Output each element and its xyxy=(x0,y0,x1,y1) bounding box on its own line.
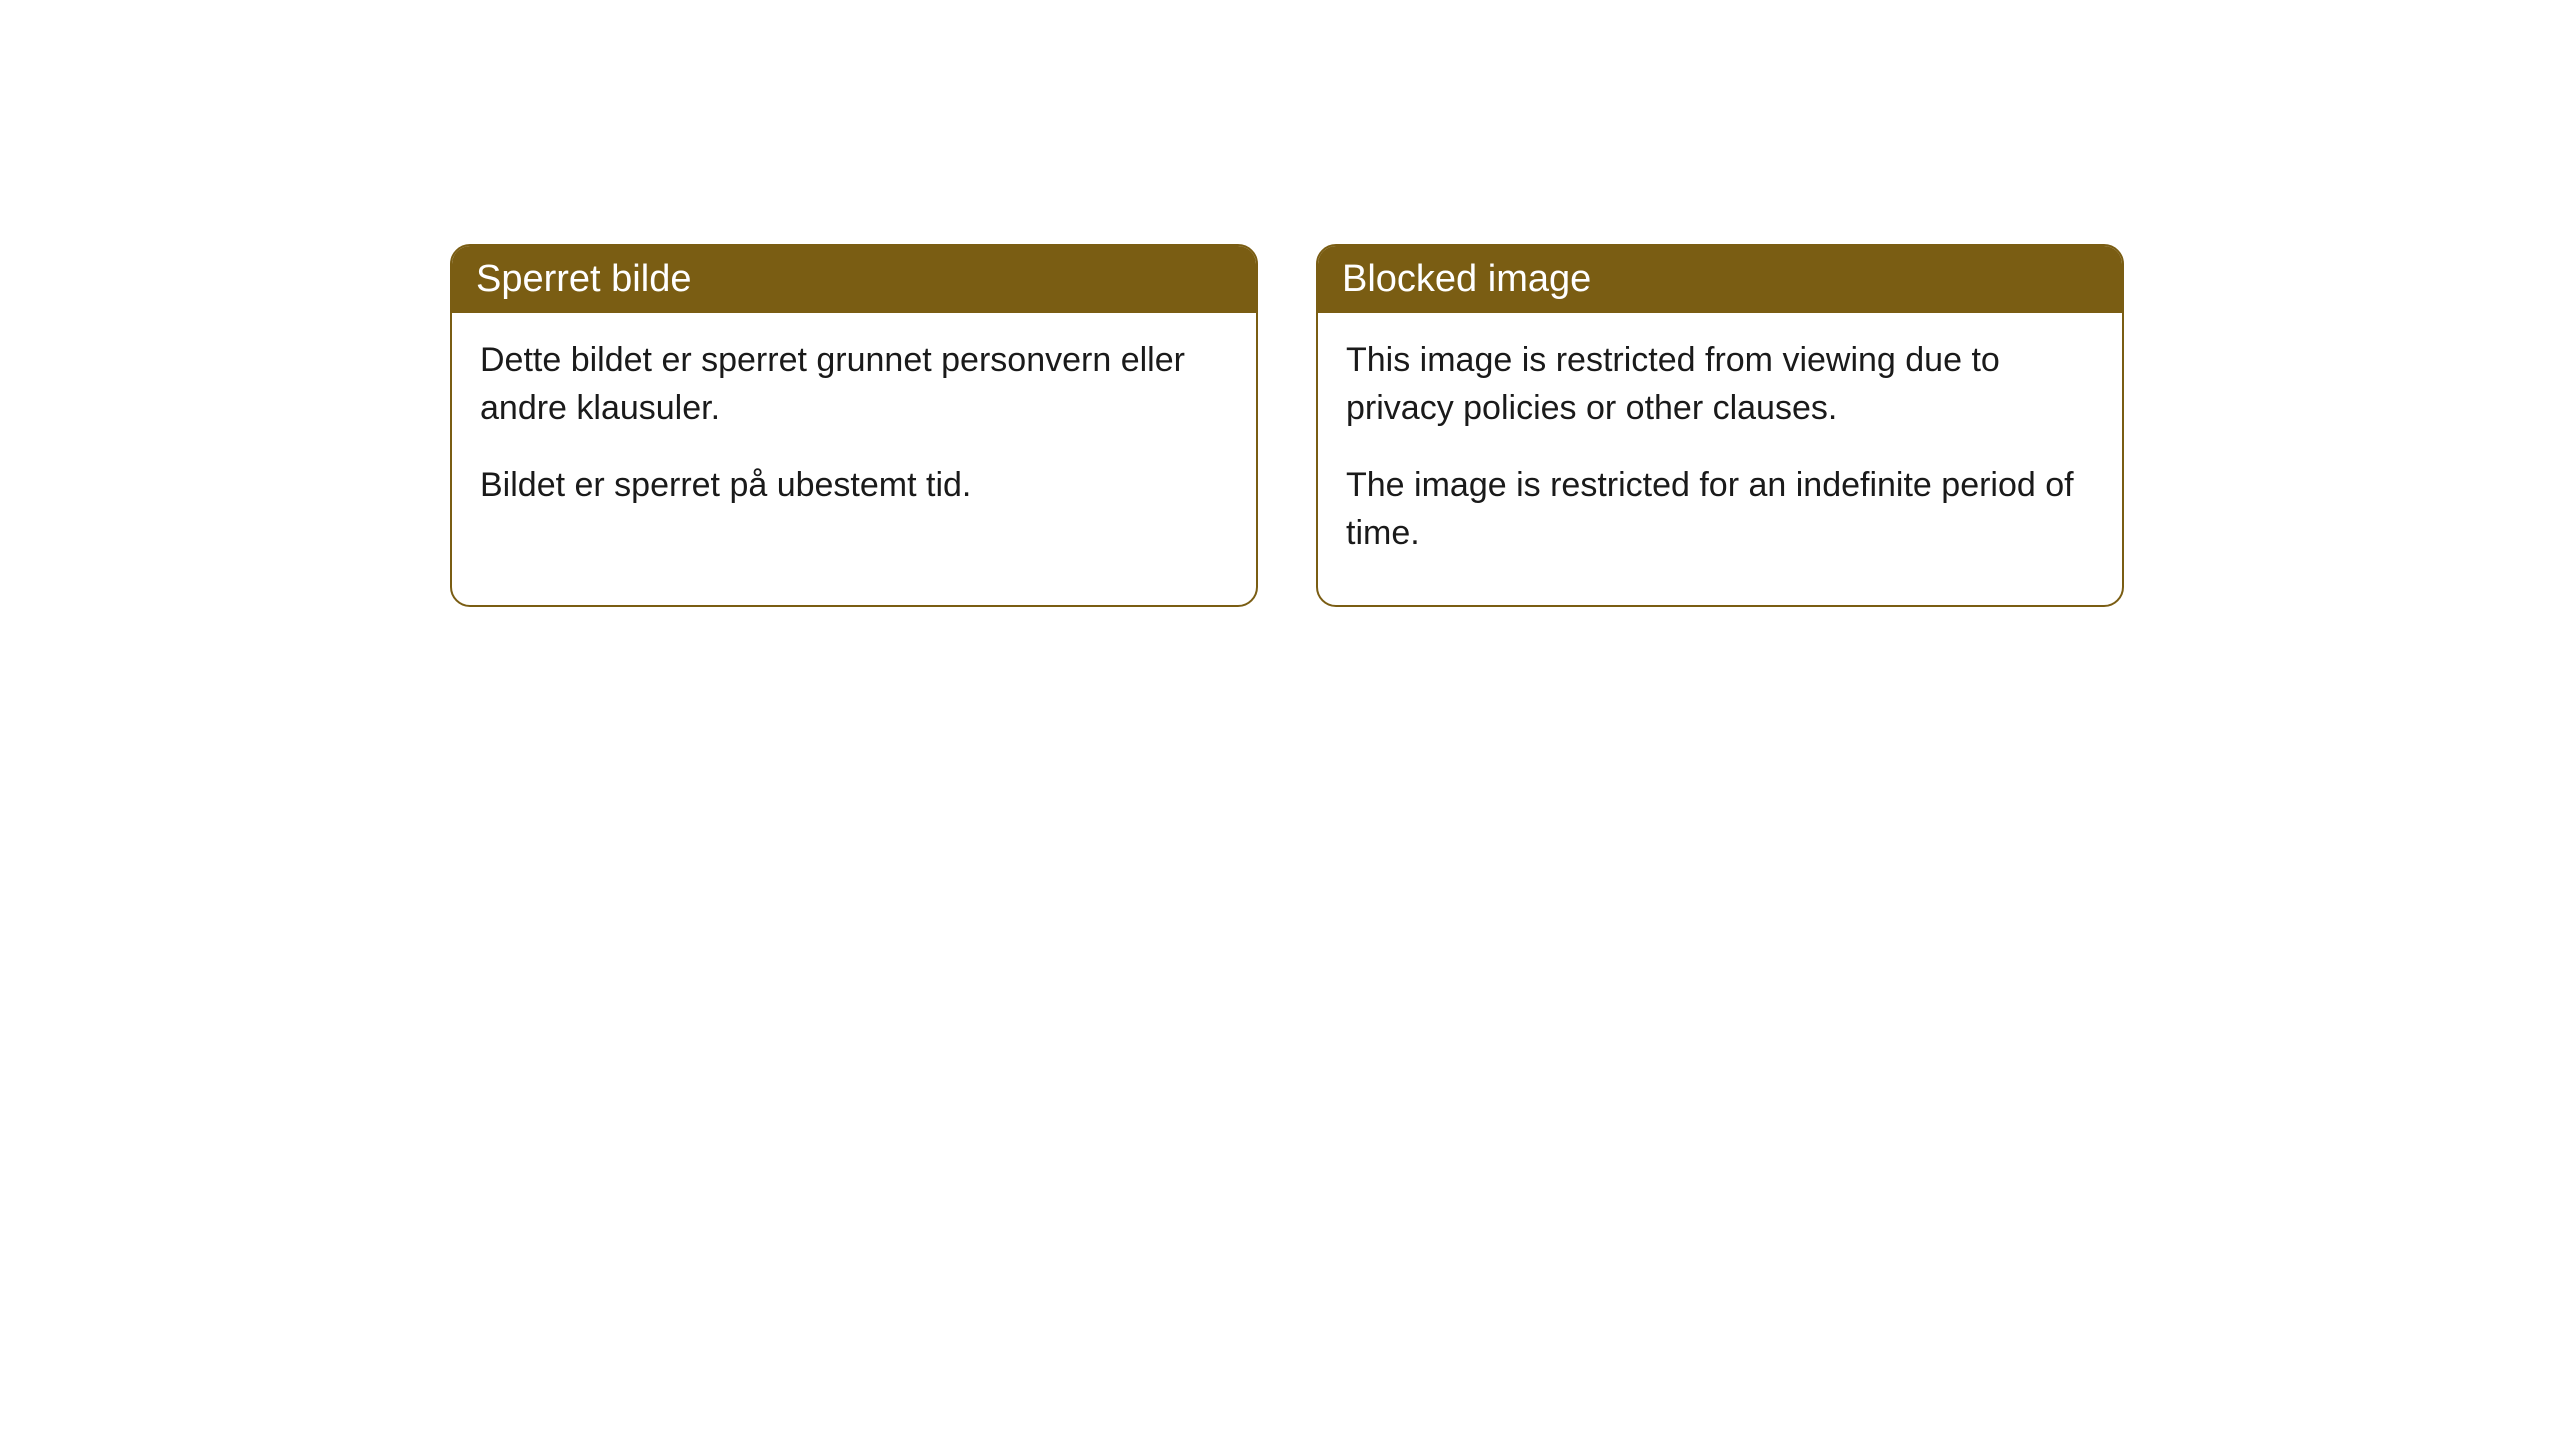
blocked-image-card-norwegian: Sperret bilde Dette bildet er sperret gr… xyxy=(450,244,1258,607)
notice-container: Sperret bilde Dette bildet er sperret gr… xyxy=(0,0,2560,607)
card-title: Sperret bilde xyxy=(476,258,691,300)
card-paragraph-2: Bildet er sperret på ubestemt tid. xyxy=(480,462,1228,510)
card-header: Sperret bilde xyxy=(452,246,1256,313)
card-title: Blocked image xyxy=(1342,258,1591,300)
card-paragraph-1: This image is restricted from viewing du… xyxy=(1346,337,2094,432)
card-body: Dette bildet er sperret grunnet personve… xyxy=(452,313,1256,558)
card-header: Blocked image xyxy=(1318,246,2122,313)
blocked-image-card-english: Blocked image This image is restricted f… xyxy=(1316,244,2124,607)
card-paragraph-1: Dette bildet er sperret grunnet personve… xyxy=(480,337,1228,432)
card-body: This image is restricted from viewing du… xyxy=(1318,313,2122,605)
card-paragraph-2: The image is restricted for an indefinit… xyxy=(1346,462,2094,557)
